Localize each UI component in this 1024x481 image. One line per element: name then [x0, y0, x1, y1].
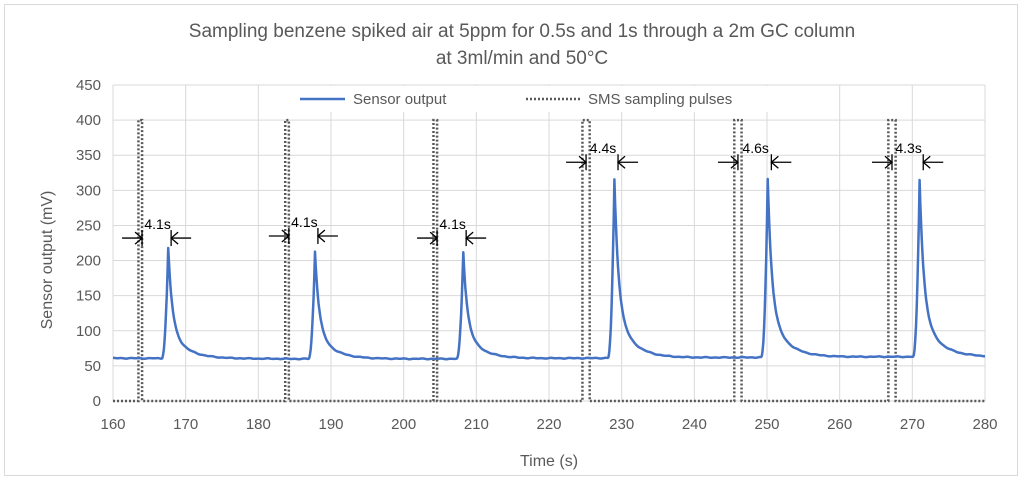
y-tick-label: 350	[76, 147, 101, 164]
annotation-label: 4.1s	[439, 216, 465, 232]
legend-label-pulses: SMS sampling pulses	[588, 91, 732, 108]
y-tick-label: 450	[76, 77, 101, 94]
chart-title-line-1: Sampling benzene spiked air at 5ppm for …	[189, 21, 855, 42]
x-tick-label: 210	[464, 416, 489, 433]
x-tick-label: 240	[682, 416, 707, 433]
peak-delay-annotation: 4.1s	[417, 216, 487, 247]
annotation-label: 4.6s	[742, 140, 768, 156]
sensor-series	[112, 177, 986, 361]
peak-delay-annotation: 4.1s	[122, 216, 192, 247]
legend: Sensor output SMS sampling pulses	[295, 86, 795, 112]
x-tick-label: 200	[391, 416, 416, 433]
annotation-label: 4.1s	[144, 216, 170, 232]
chart-title-line-2: at 3ml/min and 50°C	[436, 48, 608, 69]
x-tick-label: 190	[318, 416, 343, 433]
peak-delay-annotation: 4.6s	[717, 140, 792, 171]
x-tick-label: 260	[827, 416, 852, 433]
x-tick-label: 280	[972, 416, 997, 433]
y-tick-label: 50	[84, 358, 101, 375]
y-tick-labels: 0 50 100 150 200 250 300 350 400 450	[76, 77, 101, 410]
annotation-label: 4.3s	[895, 140, 921, 156]
x-tick-label: 160	[100, 416, 125, 433]
x-tick-label: 180	[246, 416, 271, 433]
gridlines	[112, 84, 986, 402]
x-tick-label: 230	[609, 416, 634, 433]
sensor-output-line	[112, 177, 986, 361]
x-tick-label: 220	[536, 416, 561, 433]
x-tick-labels: 160 170 180 190 200 210 220 230 240 250 260 270 280	[100, 416, 997, 433]
annotation-label: 4.1s	[291, 214, 317, 230]
x-axis-title: Time (s)	[520, 453, 578, 470]
y-tick-label: 100	[76, 323, 101, 340]
legend-label-sensor: Sensor output	[353, 91, 447, 108]
peak-delay-annotation: 4.1s	[268, 214, 338, 244]
peak-delay-annotation: 4.4s	[566, 140, 639, 171]
y-tick-label: 0	[93, 393, 101, 410]
annotation-label: 4.4s	[590, 140, 616, 156]
y-tick-label: 150	[76, 288, 101, 305]
x-tick-label: 250	[754, 416, 779, 433]
annotations: 4.1s 4.1s 4.1s 4.4s 4.6s 4.3s	[122, 140, 944, 247]
y-axis-title: Sensor output (mV)	[39, 191, 56, 330]
legend-background	[295, 86, 795, 112]
peak-delay-annotation: 4.3s	[871, 140, 944, 171]
x-tick-label: 170	[173, 416, 198, 433]
y-tick-label: 300	[76, 182, 101, 199]
chart-title: Sampling benzene spiked air at 5ppm for …	[189, 21, 855, 69]
y-tick-label: 250	[76, 217, 101, 234]
x-tick-label: 270	[900, 416, 925, 433]
y-tick-label: 400	[76, 112, 101, 129]
y-tick-label: 200	[76, 253, 101, 270]
